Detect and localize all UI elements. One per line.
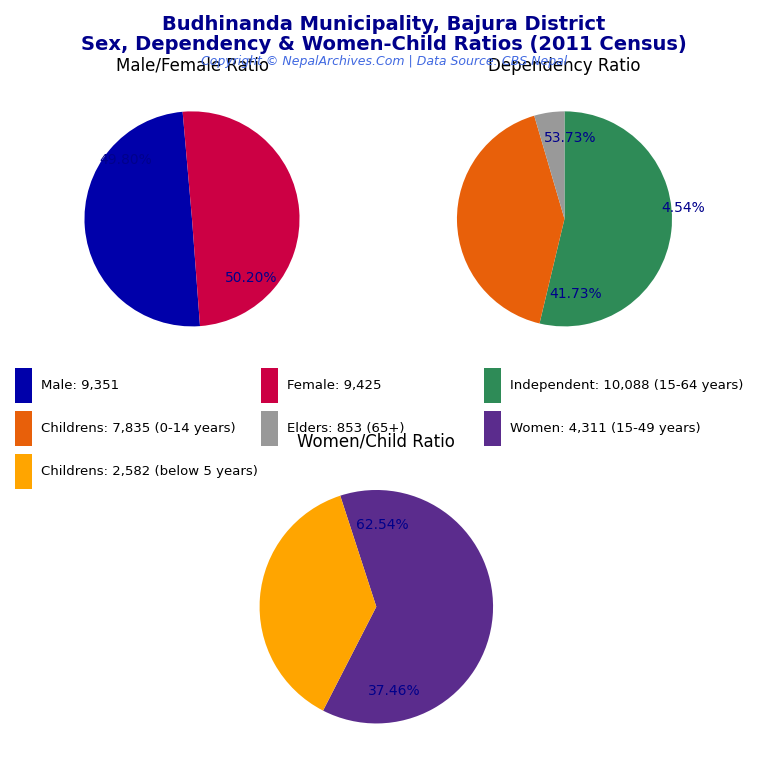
Wedge shape — [183, 111, 300, 326]
Wedge shape — [260, 495, 376, 710]
Text: Independent: 10,088 (15-64 years): Independent: 10,088 (15-64 years) — [510, 379, 743, 392]
Text: 4.54%: 4.54% — [661, 201, 704, 215]
Text: 53.73%: 53.73% — [544, 131, 596, 145]
Bar — [15, 369, 32, 402]
Title: Dependency Ratio: Dependency Ratio — [488, 57, 641, 74]
Wedge shape — [539, 111, 672, 326]
Bar — [484, 369, 501, 402]
Bar — [15, 455, 32, 488]
Text: Childrens: 2,582 (below 5 years): Childrens: 2,582 (below 5 years) — [41, 465, 258, 478]
Text: 62.54%: 62.54% — [356, 518, 409, 532]
Text: 41.73%: 41.73% — [549, 287, 601, 301]
Text: Male: 9,351: Male: 9,351 — [41, 379, 120, 392]
Wedge shape — [457, 116, 564, 323]
Title: Women/Child Ratio: Women/Child Ratio — [297, 433, 455, 451]
Text: Female: 9,425: Female: 9,425 — [287, 379, 382, 392]
Text: Childrens: 7,835 (0-14 years): Childrens: 7,835 (0-14 years) — [41, 422, 236, 435]
Text: 49.80%: 49.80% — [99, 153, 152, 167]
Bar — [261, 369, 278, 402]
Text: 50.20%: 50.20% — [225, 271, 277, 285]
Title: Male/Female Ratio: Male/Female Ratio — [115, 57, 269, 74]
Text: Budhinanda Municipality, Bajura District: Budhinanda Municipality, Bajura District — [162, 15, 606, 35]
Text: Elders: 853 (65+): Elders: 853 (65+) — [287, 422, 405, 435]
Text: Sex, Dependency & Women-Child Ratios (2011 Census): Sex, Dependency & Women-Child Ratios (20… — [81, 35, 687, 54]
Wedge shape — [84, 112, 200, 326]
Wedge shape — [535, 111, 564, 219]
Wedge shape — [323, 490, 493, 723]
Text: Women: 4,311 (15-49 years): Women: 4,311 (15-49 years) — [510, 422, 700, 435]
Bar — [15, 412, 32, 445]
Text: Copyright © NepalArchives.Com | Data Source: CBS Nepal: Copyright © NepalArchives.Com | Data Sou… — [201, 55, 567, 68]
Bar — [484, 412, 501, 445]
Text: 37.46%: 37.46% — [368, 684, 420, 698]
Bar — [261, 412, 278, 445]
